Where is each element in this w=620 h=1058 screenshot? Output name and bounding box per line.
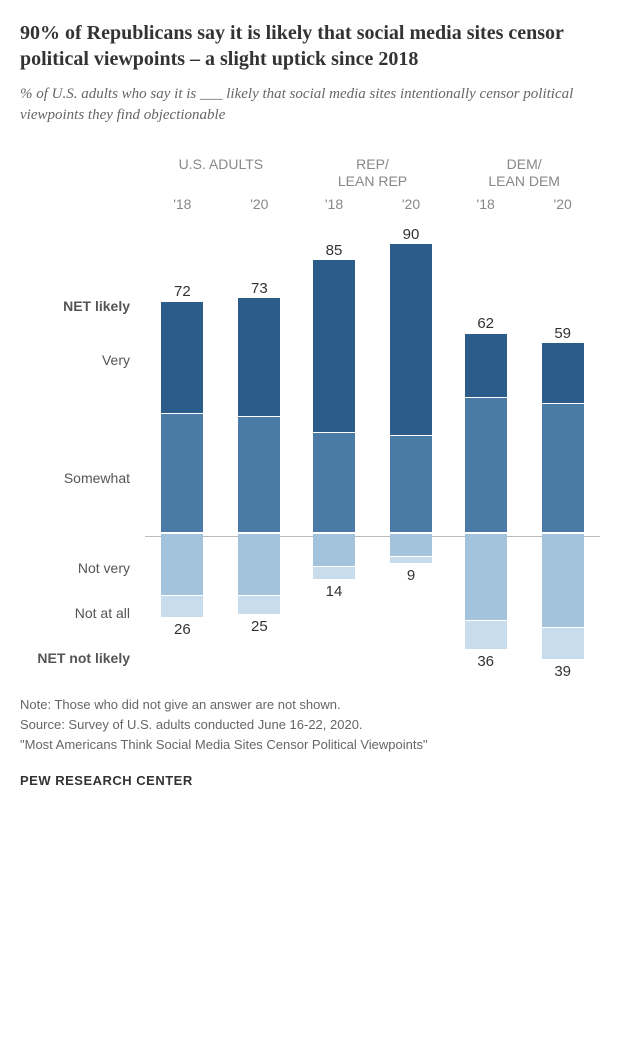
chart-group: REP/ LEAN REP'18 '20 85 14 90 9	[297, 156, 449, 676]
bar-seg-somewhat	[238, 417, 280, 532]
bar-value-net-not-likely: 9	[390, 567, 432, 584]
bar-value-net-not-likely: 26	[161, 621, 203, 638]
bar-seg-very	[161, 302, 203, 413]
year-label: '20	[542, 196, 584, 212]
row-label-not-very: Not very	[78, 560, 130, 576]
chart-groups: U.S. ADULTS'18'2072267325REP/ LEAN REP'1…	[145, 156, 600, 676]
bar-seg-not-very	[390, 534, 432, 556]
row-label-net-not-likely: NET not likely	[37, 650, 130, 666]
bar-column: 73 25	[238, 218, 280, 676]
bar-seg-not-very	[465, 534, 507, 620]
bar-value-net-likely: 85	[313, 242, 355, 259]
bar-column: 90 9	[390, 218, 432, 676]
row-label-somewhat: Somewhat	[64, 470, 130, 486]
bar-column: 85 14	[313, 218, 355, 676]
chart-note: "Most Americans Think Social Media Sites…	[20, 736, 600, 754]
chart-subtitle: % of U.S. adults who say it is ___ likel…	[20, 84, 600, 126]
chart-notes: Note: Those who did not give an answer a…	[20, 696, 600, 755]
chart-area: NET likely Very Somewhat Not very Not at all…	[20, 156, 600, 676]
bar-seg-somewhat	[542, 404, 584, 532]
bar-seg-not-at-all	[542, 628, 584, 659]
bars-row: 72 26 73 25	[161, 218, 280, 676]
year-label: '18	[313, 196, 355, 212]
bar-seg-not-very	[161, 534, 203, 595]
year-row: '18 '20	[465, 196, 584, 212]
year-row: '18 '20	[313, 196, 432, 212]
bars-row: 85 14 90 9	[313, 218, 432, 676]
bar-value-net-likely: 62	[465, 315, 507, 332]
bar-value-net-not-likely: 14	[313, 583, 355, 600]
bar-column: 62 36	[465, 218, 507, 676]
bar-seg-not-at-all	[161, 596, 203, 617]
group-header: U.S. ADULTS	[179, 156, 264, 196]
bar-value-net-not-likely: 39	[542, 663, 584, 680]
bar-value-net-likely: 73	[238, 280, 280, 297]
bar-seg-not-at-all	[238, 596, 280, 614]
chart-group: DEM/ LEAN DEM'18 '20 62 36 5939	[448, 156, 600, 676]
chart-group: U.S. ADULTS'18 '20 72 26 73 25	[145, 156, 297, 676]
bar-seg-somewhat	[390, 436, 432, 532]
bar-value-net-not-likely: 25	[238, 618, 280, 635]
bar-seg-very	[390, 244, 432, 435]
bar-seg-somewhat	[465, 398, 507, 532]
bar-seg-not-very	[313, 534, 355, 566]
bar-seg-somewhat	[313, 433, 355, 532]
year-label: '20	[238, 196, 280, 212]
bar-seg-very	[238, 298, 280, 415]
bar-value-net-likely: 72	[161, 283, 203, 300]
bar-value-net-likely: 59	[542, 325, 584, 342]
chart-title: 90% of Republicans say it is likely that…	[20, 20, 600, 72]
group-header: REP/ LEAN REP	[338, 156, 407, 196]
bar-seg-very	[313, 260, 355, 432]
row-label-net-likely: NET likely	[63, 298, 130, 314]
bar-seg-not-very	[238, 534, 280, 595]
chart-note: Note: Those who did not give an answer a…	[20, 696, 600, 714]
bar-seg-very	[542, 343, 584, 403]
bar-column: 5939	[542, 218, 584, 676]
row-label-very: Very	[102, 352, 130, 368]
bar-seg-not-very	[542, 534, 584, 627]
bar-seg-not-at-all	[390, 557, 432, 562]
bar-value-net-likely: 90	[390, 226, 432, 243]
bar-seg-somewhat	[161, 414, 203, 532]
year-label: '18	[465, 196, 507, 212]
bar-seg-very	[465, 334, 507, 397]
year-label: '18	[161, 196, 203, 212]
group-header: DEM/ LEAN DEM	[488, 156, 560, 196]
year-label: '20	[390, 196, 432, 212]
row-label-not-at-all: Not at all	[75, 605, 130, 621]
bar-seg-not-at-all	[313, 567, 355, 579]
bar-column: 72 26	[161, 218, 203, 676]
bars-row: 62 36 5939	[465, 218, 584, 676]
year-row: '18 '20	[161, 196, 280, 212]
bar-value-net-not-likely: 36	[465, 653, 507, 670]
chart-note: Source: Survey of U.S. adults conducted …	[20, 716, 600, 734]
bar-seg-not-at-all	[465, 621, 507, 649]
chart-footer: PEW RESEARCH CENTER	[20, 773, 600, 788]
